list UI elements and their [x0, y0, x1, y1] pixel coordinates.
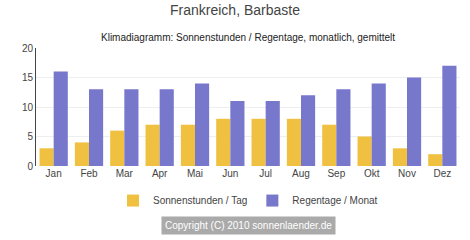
- svg-text:15: 15: [22, 72, 34, 83]
- svg-text:20: 20: [22, 43, 34, 54]
- svg-text:Apr: Apr: [152, 168, 168, 179]
- svg-text:5: 5: [27, 131, 33, 142]
- svg-text:10: 10: [22, 102, 34, 113]
- svg-text:Sonnenstunden / Tag: Sonnenstunden / Tag: [153, 195, 247, 206]
- svg-text:Mai: Mai: [187, 168, 203, 179]
- svg-text:Regentage / Monat: Regentage / Monat: [292, 195, 377, 206]
- svg-text:Okt: Okt: [364, 168, 380, 179]
- svg-text:Frankreich, Barbaste: Frankreich, Barbaste: [170, 2, 300, 18]
- svg-text:Aug: Aug: [292, 168, 310, 179]
- svg-text:Sep: Sep: [327, 168, 345, 179]
- svg-text:Mar: Mar: [116, 168, 134, 179]
- svg-text:Copyright (C) 2010 sonnenlaend: Copyright (C) 2010 sonnenlaender.de: [165, 220, 332, 231]
- svg-text:0: 0: [27, 161, 33, 172]
- svg-text:Nov: Nov: [398, 168, 416, 179]
- svg-text:Jul: Jul: [259, 168, 272, 179]
- svg-text:Jun: Jun: [222, 168, 238, 179]
- svg-text:Dez: Dez: [433, 168, 451, 179]
- svg-text:Jan: Jan: [46, 168, 62, 179]
- svg-text:Feb: Feb: [80, 168, 98, 179]
- svg-text:Klimadiagramm: Sonnenstunden /: Klimadiagramm: Sonnenstunden / Regentage…: [101, 32, 395, 43]
